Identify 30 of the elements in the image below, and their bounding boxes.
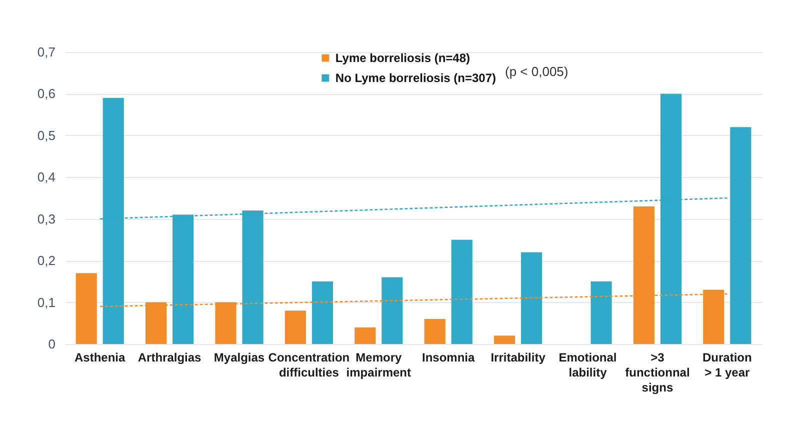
y-tick-label: 0,3 xyxy=(37,211,56,226)
bar xyxy=(354,327,376,344)
y-tick-label: 0,4 xyxy=(37,170,56,185)
y-tick-label: 0,1 xyxy=(37,294,56,310)
y-tick-label: 0,7 xyxy=(37,44,56,60)
bar xyxy=(424,318,446,344)
legend-label: Lyme borreliosis (n=48) xyxy=(335,51,470,65)
x-tick-label: Emotional lability xyxy=(558,350,617,380)
bar xyxy=(730,127,752,344)
x-tick-label: Arthralgias xyxy=(138,350,202,364)
bar xyxy=(382,277,403,344)
bar xyxy=(451,240,472,344)
x-tick-label: Myalgias xyxy=(214,350,265,364)
legend-label: No Lyme borreliosis (n=307) xyxy=(335,71,496,85)
y-tick-label: 0,5 xyxy=(37,128,56,143)
x-tick-label: >3 functionnal signs xyxy=(625,350,690,394)
bar xyxy=(76,273,97,344)
y-tick-label: 0,6 xyxy=(37,86,56,102)
bar xyxy=(284,310,306,344)
bar xyxy=(312,281,333,344)
bar xyxy=(590,281,612,344)
x-tick-label: Irritability xyxy=(490,350,546,364)
bar xyxy=(521,252,542,344)
annotation: (p < 0,005) xyxy=(505,64,568,79)
y-tick-label: 0 xyxy=(48,336,56,352)
x-tick-label: Insomnia xyxy=(422,350,476,364)
x-tick-label: Duration > 1 year xyxy=(702,350,752,380)
bar xyxy=(494,336,516,344)
x-tick-label: Asthenia xyxy=(74,350,126,364)
y-tick-label: 0,2 xyxy=(37,253,56,268)
